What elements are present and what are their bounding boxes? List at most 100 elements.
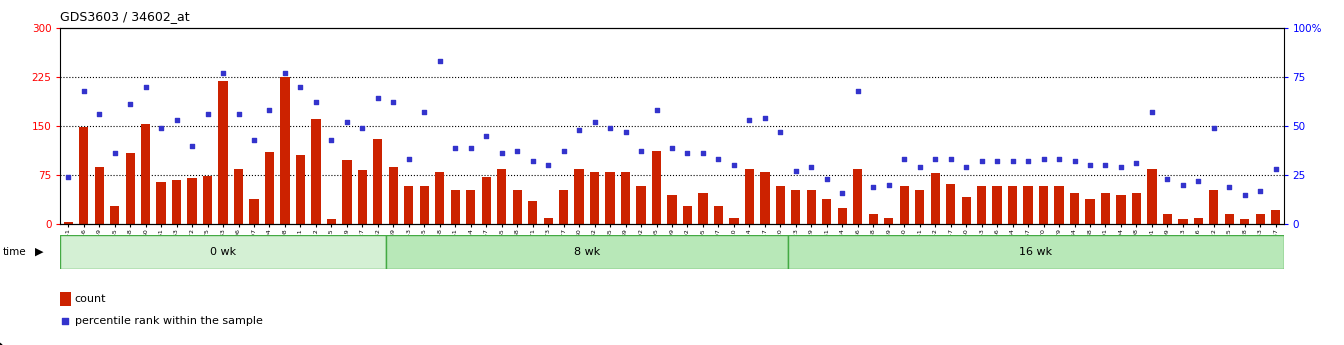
Point: [321, 137, 343, 142]
Bar: [156, 181, 165, 224]
Point: [832, 190, 853, 196]
Text: count: count: [74, 294, 106, 304]
Point: [677, 151, 699, 156]
Bar: [481, 177, 491, 224]
Point: [1079, 162, 1101, 168]
Bar: [1224, 215, 1234, 224]
Bar: [1163, 215, 1172, 224]
Bar: [94, 167, 103, 224]
Bar: [915, 190, 925, 224]
Bar: [1039, 186, 1048, 224]
Point: [739, 117, 761, 123]
Point: [507, 149, 528, 154]
Bar: [559, 190, 569, 224]
Bar: [250, 199, 258, 224]
Bar: [386, 235, 788, 269]
Bar: [388, 167, 398, 224]
Point: [816, 176, 837, 182]
Bar: [1117, 195, 1126, 224]
Point: [398, 157, 419, 162]
Bar: [374, 139, 383, 224]
Bar: [419, 186, 429, 224]
Bar: [281, 77, 289, 224]
Bar: [683, 206, 692, 224]
Bar: [1241, 219, 1250, 224]
Point: [336, 119, 358, 125]
Bar: [788, 235, 1284, 269]
Bar: [172, 180, 181, 224]
Point: [151, 125, 172, 131]
Bar: [1023, 186, 1032, 224]
Bar: [714, 206, 723, 224]
Bar: [218, 81, 227, 224]
Point: [939, 157, 961, 162]
Point: [986, 159, 1008, 164]
Bar: [730, 218, 739, 224]
Point: [1001, 159, 1023, 164]
Point: [909, 165, 930, 170]
Point: [460, 145, 481, 150]
Bar: [899, 186, 909, 224]
Point: [476, 133, 497, 138]
Bar: [574, 169, 583, 224]
Point: [290, 84, 312, 89]
Point: [583, 119, 605, 125]
Bar: [1255, 215, 1265, 224]
Point: [1203, 125, 1224, 131]
Bar: [745, 169, 754, 224]
Point: [847, 88, 868, 93]
Bar: [1086, 199, 1094, 224]
Point: [73, 88, 94, 93]
Bar: [992, 186, 1001, 224]
Bar: [203, 176, 212, 224]
Point: [196, 111, 218, 117]
Point: [692, 151, 714, 156]
Bar: [1193, 218, 1203, 224]
Bar: [823, 199, 832, 224]
Point: [1095, 162, 1117, 168]
Bar: [1132, 193, 1141, 224]
Bar: [853, 169, 863, 224]
Text: time: time: [3, 247, 27, 257]
Point: [569, 127, 590, 132]
Text: 0 wk: 0 wk: [210, 247, 237, 257]
Bar: [699, 193, 707, 224]
Point: [1126, 160, 1148, 166]
Bar: [792, 190, 801, 224]
Bar: [621, 172, 630, 224]
Point: [801, 165, 823, 170]
Point: [1250, 188, 1271, 194]
Point: [1063, 159, 1085, 164]
Text: ▶: ▶: [35, 247, 43, 257]
Bar: [60, 235, 386, 269]
Text: percentile rank within the sample: percentile rank within the sample: [74, 316, 262, 326]
Point: [1141, 109, 1163, 115]
Bar: [497, 169, 507, 224]
Bar: [977, 186, 986, 224]
Point: [89, 111, 110, 117]
Point: [645, 107, 667, 113]
Point: [259, 107, 281, 113]
Point: [956, 165, 977, 170]
Text: 16 wk: 16 wk: [1019, 247, 1052, 257]
Bar: [405, 186, 414, 224]
Point: [552, 149, 574, 154]
Point: [305, 100, 327, 105]
Point: [383, 100, 405, 105]
Bar: [1148, 169, 1157, 224]
Bar: [961, 197, 970, 224]
Bar: [806, 190, 816, 224]
Point: [491, 151, 512, 156]
Point: [429, 58, 450, 64]
Point: [58, 174, 79, 180]
Point: [1017, 159, 1039, 164]
Point: [630, 149, 652, 154]
Point: [1172, 182, 1193, 188]
Point: [661, 145, 683, 150]
Bar: [60, 292, 70, 306]
Bar: [528, 201, 538, 224]
Bar: [512, 190, 521, 224]
Point: [708, 157, 730, 162]
Bar: [930, 173, 939, 224]
Bar: [265, 152, 274, 224]
